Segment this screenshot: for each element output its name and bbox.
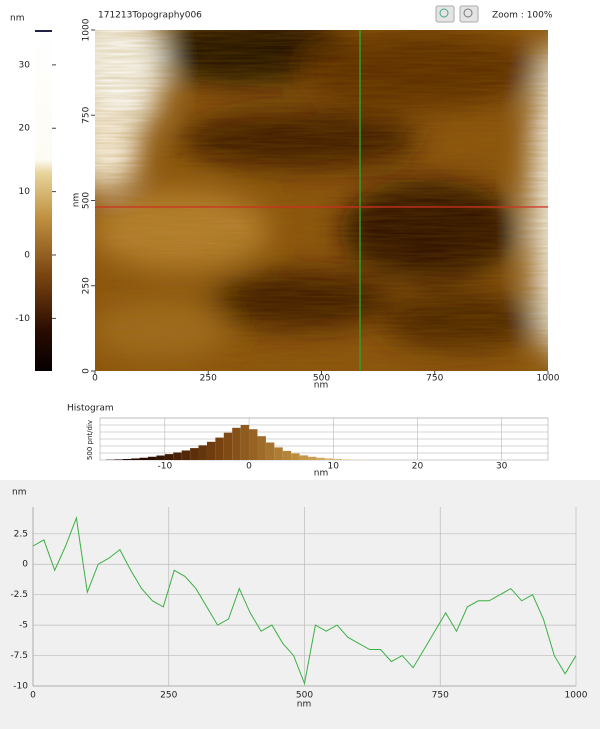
x-tick-label: 0 bbox=[92, 374, 98, 384]
x-tick-label: 1000 bbox=[565, 691, 588, 701]
x-tick-label: 20 bbox=[412, 462, 424, 472]
histogram-bar bbox=[265, 442, 275, 460]
y-tick-label: -2.5 bbox=[10, 590, 28, 600]
y-tick-label: 0 bbox=[82, 368, 92, 374]
y-tick-label: 0 bbox=[22, 560, 28, 570]
topography-image bbox=[95, 30, 548, 371]
histogram-bar bbox=[190, 448, 199, 460]
y-tick-label: -7.5 bbox=[10, 651, 28, 661]
zoom-in-button[interactable] bbox=[435, 5, 455, 23]
y-axis-label: nm bbox=[72, 193, 82, 207]
histogram-bar bbox=[122, 459, 132, 460]
histogram-bar bbox=[240, 425, 250, 460]
y-tick-label: 500 bbox=[82, 192, 92, 209]
y-tick-label: 250 bbox=[82, 277, 92, 294]
histogram-bar bbox=[316, 457, 325, 460]
histogram-bar bbox=[249, 429, 258, 460]
y-tick-label: -10 bbox=[13, 682, 28, 692]
histogram-bar bbox=[232, 427, 241, 460]
histogram-bar bbox=[282, 450, 292, 460]
x-tick-label: 500 bbox=[296, 691, 313, 701]
colorbar-tick-label: 10 bbox=[19, 187, 31, 197]
x-axis-label: nm bbox=[314, 469, 328, 479]
histogram-bar bbox=[181, 450, 191, 460]
profile-line bbox=[32, 516, 577, 686]
x-tick-label: 30 bbox=[496, 462, 508, 472]
histogram-bar bbox=[308, 456, 317, 460]
histogram-bar bbox=[291, 453, 300, 460]
histogram-bar bbox=[257, 436, 266, 460]
y-tick-label: 750 bbox=[82, 106, 92, 123]
histogram-bar bbox=[198, 445, 207, 460]
histogram-bar bbox=[223, 432, 233, 460]
histogram-bar bbox=[139, 457, 148, 460]
colorbar-tick-label: -10 bbox=[15, 314, 30, 324]
x-tick-label: 500 bbox=[313, 374, 330, 384]
histogram-bar bbox=[333, 458, 342, 460]
colorbar-tick-label: 0 bbox=[24, 251, 30, 261]
y-tick-label: -5 bbox=[19, 621, 28, 631]
histogram-bar bbox=[324, 458, 334, 460]
x-tick-label: 750 bbox=[426, 374, 443, 384]
y-tick-label: 1000 bbox=[82, 18, 92, 41]
histogram-bar bbox=[341, 459, 351, 460]
y-axis-label: nm bbox=[12, 488, 26, 498]
histogram-bar bbox=[114, 459, 123, 460]
histogram-bar bbox=[215, 437, 224, 460]
x-axis-label: nm bbox=[314, 381, 328, 391]
x-tick-label: 0 bbox=[246, 462, 252, 472]
x-tick-label: 250 bbox=[200, 374, 217, 384]
image-texture bbox=[95, 30, 548, 371]
zoom-in-icon bbox=[439, 8, 449, 18]
histogram-bar bbox=[299, 455, 308, 460]
zoom-label: Zoom : 100% bbox=[492, 11, 553, 21]
x-tick-label: 1000 bbox=[537, 374, 560, 384]
colorbar-tick-label: 20 bbox=[19, 124, 31, 134]
histogram-bar bbox=[156, 455, 165, 460]
histogram-title: Histogram bbox=[67, 404, 114, 414]
y-tick-label: 2.5 bbox=[14, 529, 28, 539]
x-axis-label: nm bbox=[297, 700, 311, 710]
colorbar-tick-label: 30 bbox=[19, 60, 31, 70]
y-axis-label: 500 pnt/div bbox=[86, 420, 94, 460]
histogram-bar bbox=[173, 452, 182, 460]
x-tick-label: 10 bbox=[328, 462, 340, 472]
zoom-out-button[interactable] bbox=[459, 5, 479, 23]
file-title: 171213Topography006 bbox=[98, 11, 202, 21]
histogram-bar bbox=[131, 458, 140, 460]
histogram-bar bbox=[206, 441, 216, 460]
colorbar-unit: nm bbox=[10, 14, 24, 24]
histogram-bar bbox=[274, 447, 283, 460]
zoom-out-icon bbox=[463, 8, 473, 18]
colorbar bbox=[35, 30, 52, 371]
x-tick-label: 0 bbox=[30, 691, 36, 701]
histogram-bar bbox=[164, 454, 174, 460]
x-tick-label: 750 bbox=[432, 691, 449, 701]
histogram-bar bbox=[148, 456, 157, 460]
x-tick-label: 250 bbox=[160, 691, 177, 701]
x-tick-label: -10 bbox=[157, 462, 172, 472]
profile-background bbox=[0, 480, 600, 729]
